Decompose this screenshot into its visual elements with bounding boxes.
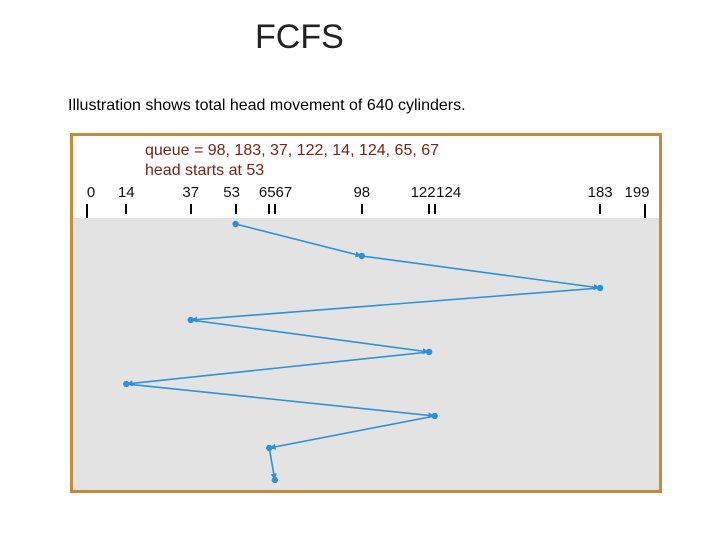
plot-area bbox=[73, 218, 659, 490]
trace-svg bbox=[73, 218, 659, 490]
head-start-label: head starts at 53 bbox=[145, 162, 264, 180]
axis-label: 14 bbox=[118, 184, 135, 201]
axis-tick bbox=[235, 204, 237, 214]
axis-label: 0 bbox=[87, 184, 95, 201]
axis-label: 98 bbox=[353, 184, 370, 201]
axis-label: 65 bbox=[259, 184, 276, 201]
axis-tick bbox=[361, 204, 363, 214]
axis-tick bbox=[86, 204, 88, 218]
axis-label: 199 bbox=[624, 184, 649, 201]
axis-label: 53 bbox=[223, 184, 240, 201]
axis-tick bbox=[434, 204, 436, 214]
axis-label: 122 bbox=[411, 184, 436, 201]
axis-label: 124 bbox=[436, 184, 461, 201]
axis-label: 67 bbox=[276, 184, 293, 201]
axis-ticks bbox=[73, 204, 659, 218]
axis-label: 37 bbox=[182, 184, 199, 201]
page-title: FCFS bbox=[255, 18, 720, 57]
axis-labels: 0 14 37 53 6567 98 122124 183 199 bbox=[73, 184, 659, 206]
axis-tick bbox=[125, 204, 127, 214]
axis-tick bbox=[599, 204, 601, 214]
axis-tick bbox=[268, 204, 270, 214]
subtitle-text: Illustration shows total head movement o… bbox=[68, 97, 720, 115]
queue-label: queue = 98, 183, 37, 122, 14, 124, 65, 6… bbox=[145, 142, 439, 160]
axis-tick bbox=[428, 204, 430, 214]
axis-tick bbox=[274, 204, 276, 214]
chart-container: queue = 98, 183, 37, 122, 14, 124, 65, 6… bbox=[70, 133, 662, 493]
axis-tick bbox=[190, 204, 192, 214]
axis-tick bbox=[644, 204, 646, 218]
axis-label: 183 bbox=[588, 184, 613, 201]
